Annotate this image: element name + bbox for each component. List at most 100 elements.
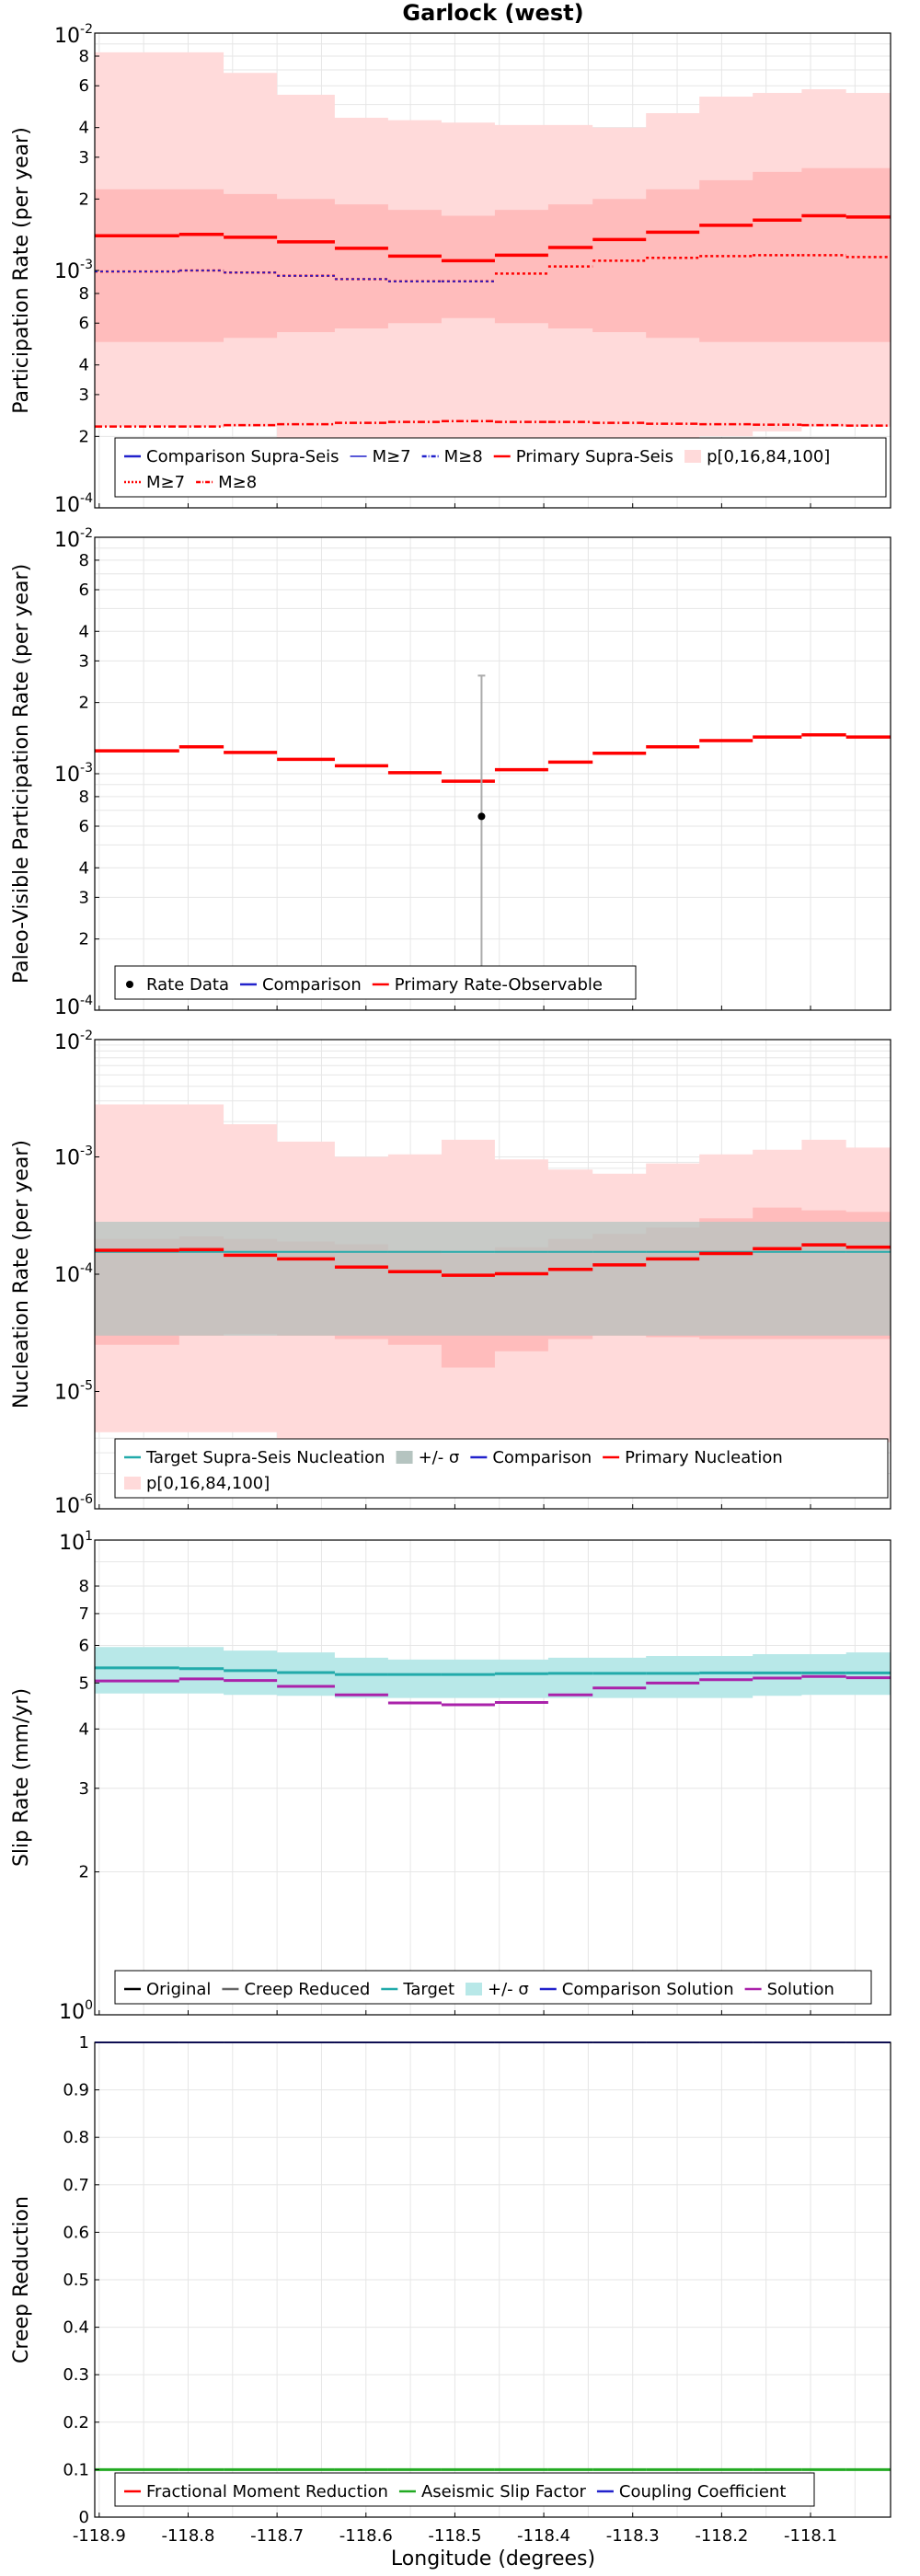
legend-label: Comparison Solution [562,1980,734,1999]
legend: Fractional Moment Reduction Aseismic Slip… [114,2472,815,2507]
legend-label: Comparison [262,975,362,995]
y-tick-label: 6 [79,314,89,333]
legend-label: Creep Reduced [244,1980,370,1999]
y-tick-label: 2 [79,427,89,446]
y-tick-label: 2 [79,930,89,949]
x-tick-label: -118.3 [606,2526,660,2546]
y-axis-label: Slip Rate (mm/yr) [10,1688,33,1867]
y-tick-label: 100 [59,1998,93,2024]
band-p-0-16-84-100-inner [95,167,891,342]
y-tick-label: 0.7 [63,2176,89,2195]
y-tick-label: 0.1 [63,2460,89,2479]
legend-marker [126,981,133,988]
y-tick-label: 10-3 [54,258,93,283]
x-tick-label: -118.5 [428,2526,481,2546]
legend: Rate Data Comparison Primary Rate-Observab… [114,965,637,1000]
y-tick-label: 0.9 [63,2081,89,2100]
y-axis-label: Paleo-Visible Participation Rate (per ye… [10,564,33,983]
legend-label: M≥8 [218,473,257,492]
y-tick-label: 4 [79,119,89,138]
y-tick-label: 2 [79,190,89,209]
y-tick-label: 4 [79,858,89,878]
x-tick-label: -118.7 [250,2526,304,2546]
legend-label: Target [402,1980,454,1999]
data-point [477,812,486,821]
x-tick-label: -118.2 [695,2526,748,2546]
x-tick-label: -118.4 [517,2526,570,2546]
y-tick-label: 8 [79,551,89,570]
legend-label: Rate Data [146,975,229,995]
y-tick-label: 7 [79,1604,89,1624]
x-tick-label: -118.8 [161,2526,214,2546]
legend-label: p[0,16,84,100] [146,1474,270,1493]
y-axis-label: Nucleation Rate (per year) [10,1140,33,1409]
legend-label: Solution [767,1980,834,1999]
y-tick-label: 8 [79,788,89,807]
x-tick-label: -118.9 [73,2526,126,2546]
y-tick-label: 1 [79,2033,89,2053]
legend-box [114,1970,872,2005]
x-tick-label: -118.6 [339,2526,393,2546]
chart-title: Garlock (west) [402,0,583,26]
y-tick-label: 5 [79,1673,89,1693]
y-tick-label: 3 [79,1779,89,1799]
y-tick-label: 0.6 [63,2223,89,2242]
y-axis-label: Creep Reduction [10,2196,33,2363]
y-tick-label: 10-2 [54,22,93,48]
panel-nucleation: 10-2 10-3 10-4 10-5 10-6 Nucleation Rate (per… [10,1029,891,1518]
x-axis-label: Longitude (degrees) [391,2547,595,2570]
legend-label: Primary Nucleation [625,1448,783,1467]
y-tick-label: 4 [79,1719,89,1739]
legend-swatch [396,1451,413,1464]
y-tick-label: 3 [79,385,89,405]
y-axis-label: Participation Rate (per year) [10,127,33,414]
y-tick-label: 10-3 [54,761,93,787]
y-tick-label: 10-2 [54,1029,93,1054]
y-tick-label: 3 [79,148,89,167]
band-- [95,1222,891,1336]
y-tick-label: 10-4 [54,994,93,1019]
y-tick-label: 0.5 [63,2271,89,2290]
plot-frame [94,1539,891,2016]
legend-label: +/- σ [419,1448,460,1467]
y-tick-label: 10-4 [54,1261,93,1287]
y-tick-label: 3 [79,888,89,907]
legend-box [114,965,637,1000]
legend-label: p[0,16,84,100] [707,447,830,466]
y-tick-label: 0.4 [63,2318,89,2338]
y-tick-label: 0 [79,2508,89,2527]
legend-label: +/- σ [488,1980,529,1999]
y-tick-label: 6 [79,581,89,600]
legend-label: Coupling Coefficient [619,2482,786,2501]
legend-label: M≥7 [373,447,411,466]
y-tick-label: 8 [79,1577,89,1596]
plot-area [95,1540,891,2015]
y-tick-label: 8 [79,284,89,304]
y-tick-label: 10-2 [54,526,93,552]
panel-creep: 0 0.1 0.2 0.3 0.4 0.5 0.6 0.7 0.8 0.9 1 Creep Reduc… [10,2033,891,2546]
y-tick-label: 2 [79,1863,89,1882]
legend-label: Fractional Moment Reduction [146,2482,388,2501]
legend-label: M≥7 [146,473,185,492]
legend-label: Comparison [492,1448,592,1467]
y-tick-label: 4 [79,622,89,641]
y-tick-label: 6 [79,817,89,836]
y-tick-label: 0.3 [63,2365,89,2385]
legend-label: Primary Rate-Observable [395,975,603,995]
legend-label: Original [146,1980,211,1999]
legend-label: Comparison Supra-Seis [146,447,339,466]
legend-swatch [684,450,702,463]
y-tick-label: 10-6 [54,1492,93,1518]
panel-slip: 101 8 7 6 5 4 3 2 100 Slip Rate (mm/yr) Original Cr… [10,1529,891,2024]
legend: Comparison Supra-Seis M≥7 M≥8 Primary Supra… [114,437,887,498]
legend-label: Aseismic Slip Factor [421,2482,587,2501]
y-tick-label: 6 [79,76,89,96]
legend-label: Target Supra-Seis Nucleation [145,1448,385,1467]
legend-box [114,437,887,498]
legend: Target Supra-Seis Nucleation +/- σ Compari… [114,1438,889,1499]
y-tick-label: 101 [59,1529,93,1555]
x-tick-label: -118.1 [784,2526,837,2546]
